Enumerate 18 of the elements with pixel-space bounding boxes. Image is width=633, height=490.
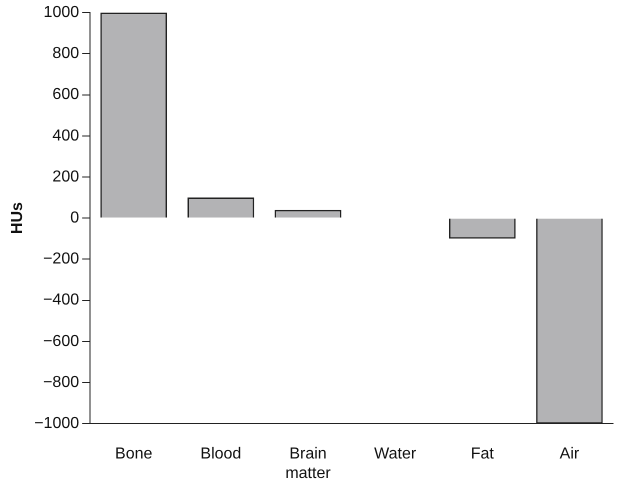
y-tick-label: −600 xyxy=(43,332,80,350)
y-tick-label: −400 xyxy=(43,292,80,309)
y-tick-label: 1000 xyxy=(44,4,80,22)
y-tick-label: −200 xyxy=(43,250,80,268)
x-tick-label: Blood xyxy=(200,446,242,463)
y-tick-label: −1000 xyxy=(34,415,80,432)
x-tick-label: Fat xyxy=(470,446,494,463)
y-tick-label: 400 xyxy=(52,127,80,144)
y-tick-label: 200 xyxy=(52,168,80,186)
y-tick-label: 600 xyxy=(52,86,80,104)
x-tick-label: Water xyxy=(374,446,417,463)
x-tick-label: Bone xyxy=(115,446,152,463)
y-tick-label: 800 xyxy=(52,45,80,62)
x-tick-label: Brain matter xyxy=(285,446,332,482)
y-tick-label: −800 xyxy=(43,374,80,391)
y-tick-label: 0 xyxy=(70,210,80,227)
x-tick-label: Air xyxy=(560,446,580,463)
y-axis-title: HUs xyxy=(9,202,26,234)
